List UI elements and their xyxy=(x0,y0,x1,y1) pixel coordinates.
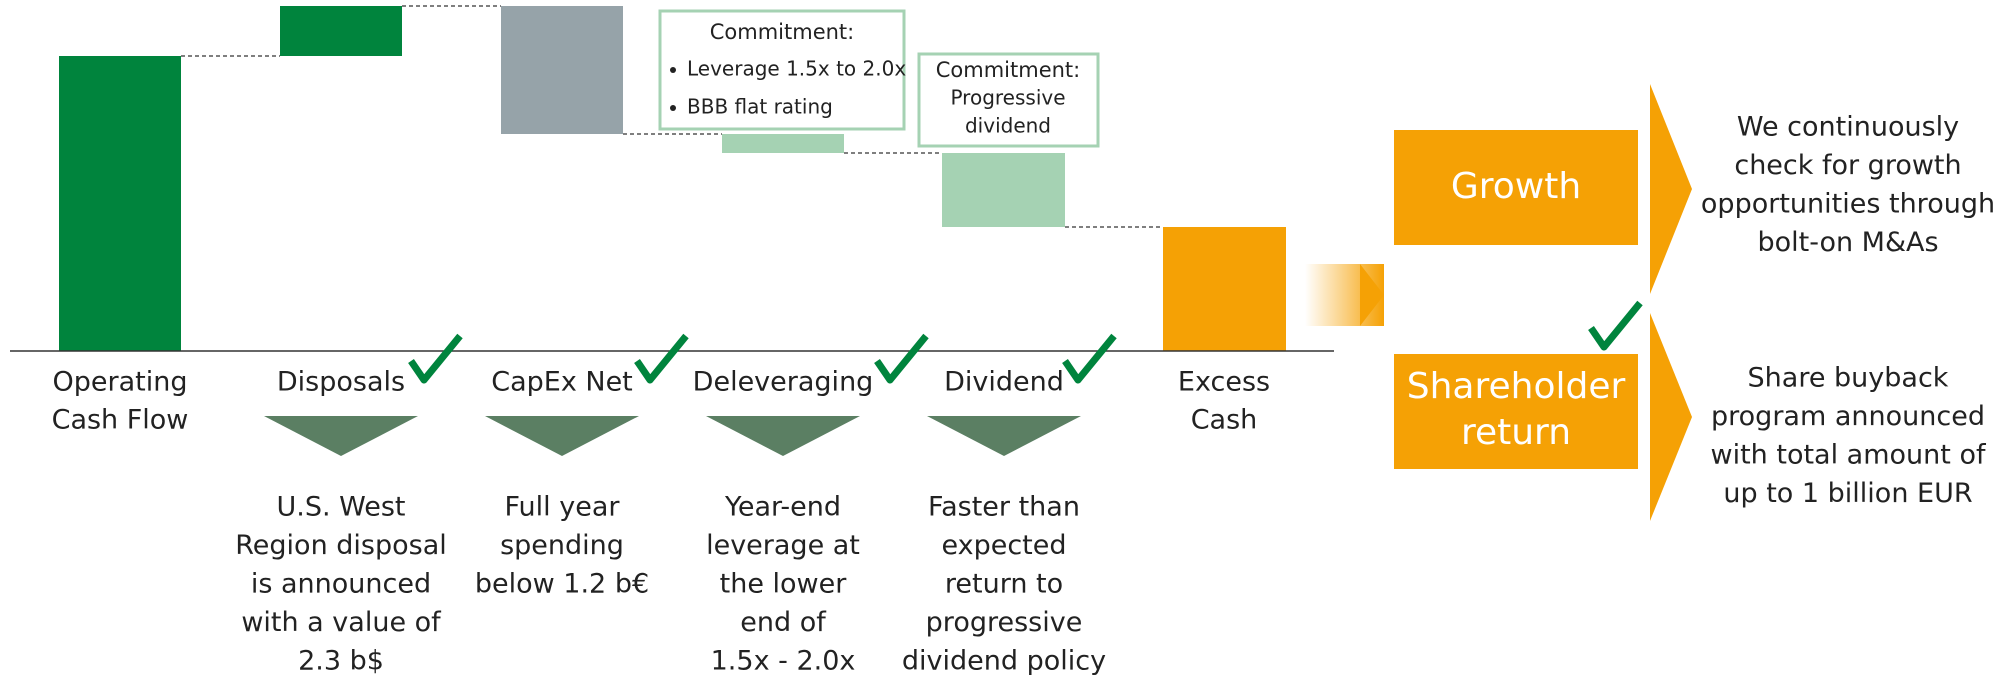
commitment-title: Commitment: xyxy=(936,58,1081,82)
down-arrow xyxy=(264,416,418,456)
outcome-text: bolt-on M&As xyxy=(1757,227,1938,258)
bullet xyxy=(670,67,676,73)
down-arrow xyxy=(927,416,1081,456)
step-detail: return to xyxy=(945,569,1063,600)
step-label: Deleveraging xyxy=(693,367,874,398)
step-label: Excess xyxy=(1178,367,1270,398)
commitment-box xyxy=(658,9,906,131)
checkmark xyxy=(408,333,463,384)
step-detail: Full year xyxy=(505,492,621,523)
step-detail: spending xyxy=(500,530,624,561)
step-detail: the lower xyxy=(720,569,848,600)
outcome-text: opportunities through xyxy=(1701,189,1995,220)
step-detail: U.S. West xyxy=(276,492,405,523)
bar xyxy=(501,6,623,134)
outcome-label: Shareholder xyxy=(1407,366,1626,407)
step-detail: end of xyxy=(740,607,827,638)
step-label: CapEx Net xyxy=(491,367,633,398)
step-detail: dividend policy xyxy=(902,646,1106,677)
step-detail: Region disposal xyxy=(235,530,447,561)
commitment-item: Leverage 1.5x to 2.0x xyxy=(687,57,906,81)
commitment-line: Progressive xyxy=(950,86,1065,110)
chevron xyxy=(1650,84,1692,294)
step-detail: progressive xyxy=(926,607,1083,638)
step-detail: below 1.2 b€ xyxy=(475,569,649,600)
checkmark xyxy=(634,333,689,384)
bar xyxy=(59,56,181,351)
outcome-text: up to 1 billion EUR xyxy=(1723,478,1972,509)
bar xyxy=(722,134,844,153)
step-detail: expected xyxy=(941,530,1066,561)
step-label: Operating xyxy=(53,367,188,398)
step-detail: is announced xyxy=(251,569,431,600)
outcome-text: program announced xyxy=(1711,401,1985,432)
outcome-label: Growth xyxy=(1451,166,1581,207)
down-arrow xyxy=(706,416,860,456)
step-label: Dividend xyxy=(944,367,1064,398)
outcome-text: Share buyback xyxy=(1748,363,1949,394)
step-label: Disposals xyxy=(277,367,405,398)
arrow-head xyxy=(1360,264,1384,326)
step-detail: leverage at xyxy=(706,530,860,561)
bar xyxy=(280,6,402,56)
step-label: Cash Flow xyxy=(52,405,189,436)
bullet xyxy=(670,105,676,111)
step-detail: Faster than xyxy=(928,492,1080,523)
checkmark xyxy=(1588,300,1643,351)
connectors xyxy=(181,5,1163,228)
checkmark xyxy=(1062,333,1117,384)
commitment-item: BBB flat rating xyxy=(687,95,833,119)
outcome-text: check for growth xyxy=(1734,150,1961,181)
checkmark xyxy=(874,333,929,384)
commitment-box xyxy=(917,52,1100,148)
outcome-text: We continuously xyxy=(1737,112,1959,143)
step-detail: 2.3 b$ xyxy=(298,646,384,677)
down-arrow xyxy=(485,416,639,456)
step-label: Cash xyxy=(1191,405,1258,436)
bar xyxy=(942,153,1065,227)
chevron xyxy=(1650,313,1692,521)
commitment-title: Commitment: xyxy=(710,20,855,44)
outcome-label: return xyxy=(1461,412,1571,453)
outcome-box xyxy=(1394,354,1638,469)
outcome-text: with total amount of xyxy=(1711,440,1987,471)
commitment-line: dividend xyxy=(965,114,1051,138)
bar xyxy=(1163,227,1286,351)
step-detail: Year-end xyxy=(724,492,841,523)
step-detail: with a value of xyxy=(241,607,442,638)
outcome-box xyxy=(1394,130,1638,245)
step-detail: 1.5x - 2.0x xyxy=(711,646,856,677)
